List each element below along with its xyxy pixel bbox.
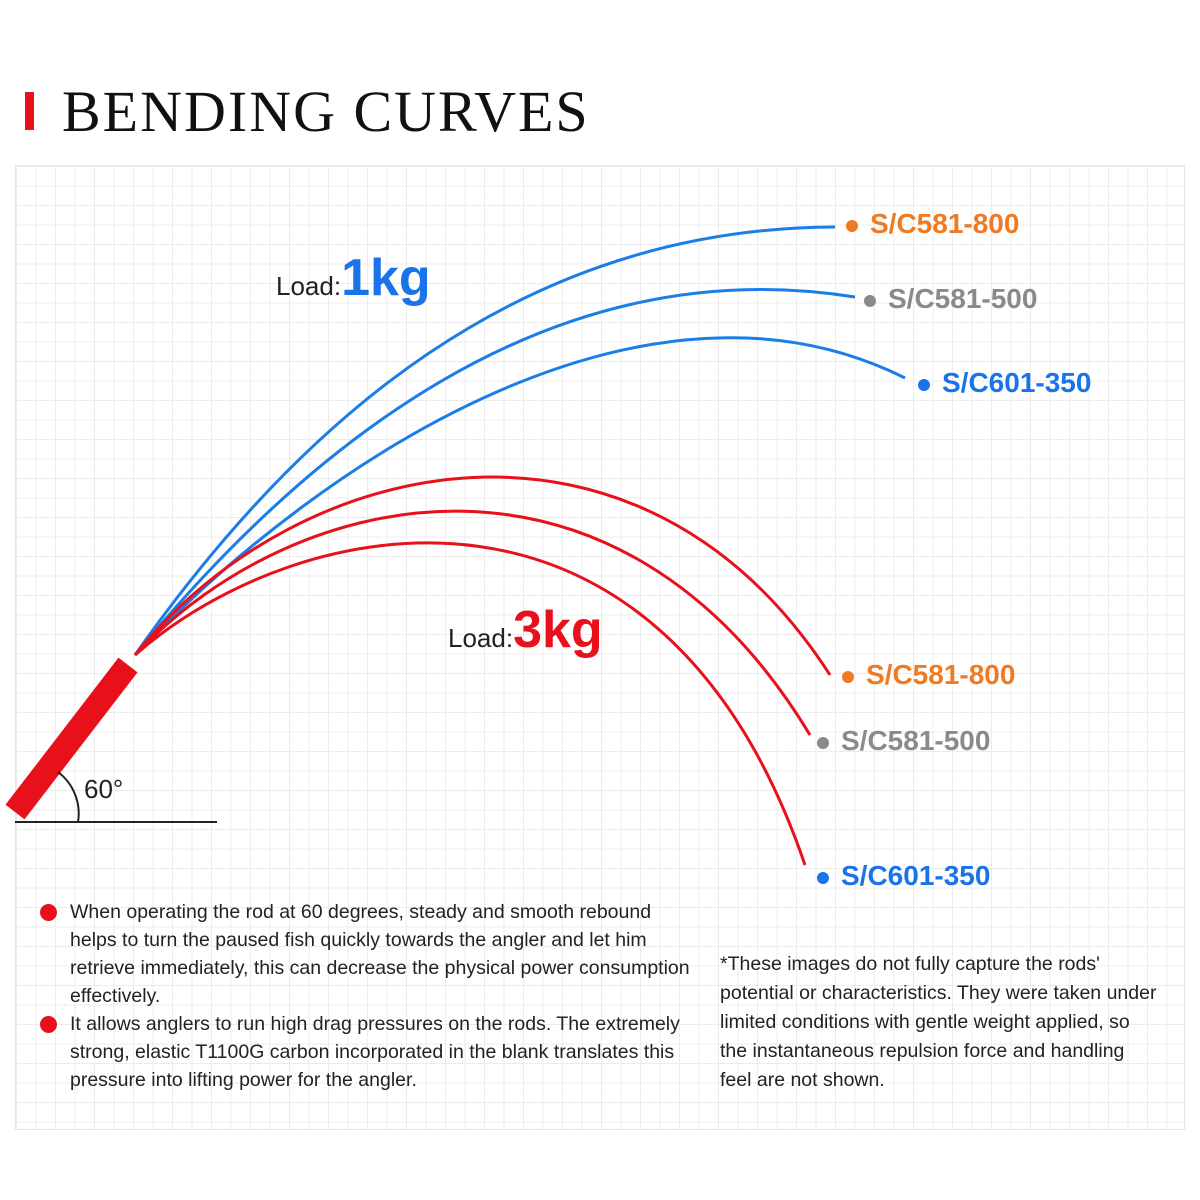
title-bar bbox=[25, 92, 34, 130]
load-label: Load:3kg bbox=[448, 601, 603, 659]
load-label: Load:1kg bbox=[276, 249, 431, 307]
grid-background bbox=[15, 165, 1185, 1130]
rod-label: S/C601-350 bbox=[817, 860, 990, 892]
note: When operating the rod at 60 degrees, st… bbox=[40, 898, 690, 1010]
rod-label: S/C581-800 bbox=[846, 208, 1019, 240]
angle-label: 60° bbox=[84, 774, 124, 804]
note: It allows anglers to run high drag press… bbox=[40, 1010, 690, 1094]
title: BENDING CURVES bbox=[62, 79, 590, 144]
disclaimer: *These images do not fully capture the r… bbox=[720, 953, 1157, 1091]
rod-label: S/C581-800 bbox=[842, 659, 1015, 691]
rod-label: S/C581-500 bbox=[817, 725, 990, 757]
rod-label: S/C601-350 bbox=[918, 367, 1091, 399]
rod-label: S/C581-500 bbox=[864, 283, 1037, 315]
